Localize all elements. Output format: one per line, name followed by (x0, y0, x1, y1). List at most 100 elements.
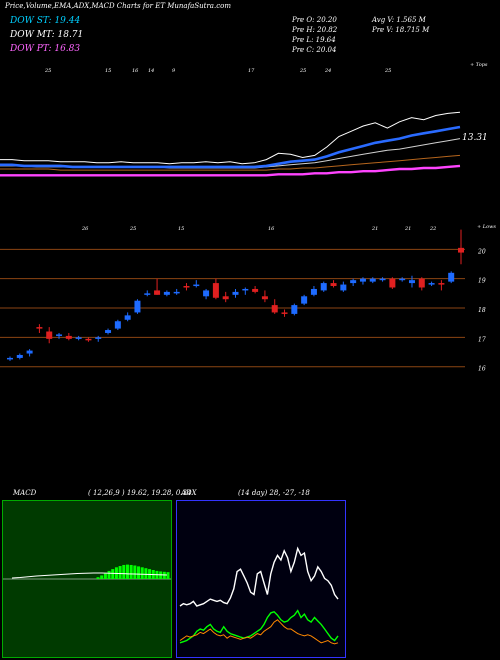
candle-body (458, 247, 464, 253)
prev-close: Pre C: 20.04 (292, 46, 337, 54)
price-lows-label: + Lows (477, 224, 496, 230)
adx-params: (14 day) 28, -27, -18 (238, 489, 310, 497)
candle-body (350, 280, 357, 284)
macd-histogram-bar (133, 565, 137, 579)
macd-histogram-bar (166, 572, 170, 579)
adx-background (176, 500, 346, 658)
candle-body (203, 290, 210, 297)
candle-body (310, 288, 317, 295)
candle-body (271, 305, 278, 313)
candle-body (261, 296, 268, 300)
candle-body (379, 278, 386, 281)
price-y-label: 18 (478, 307, 486, 314)
candle-body (330, 283, 337, 287)
candle-body (105, 330, 112, 333)
price-date-label: 21 (371, 226, 378, 232)
candle-body (114, 321, 121, 329)
price-date-label: 26 (81, 226, 89, 232)
candle-body (16, 354, 23, 358)
candle-body (369, 278, 376, 282)
price-y-label: 17 (478, 336, 486, 343)
price-y-label: 19 (478, 278, 486, 285)
macd-histogram-bar (103, 573, 107, 579)
candle-body (26, 350, 33, 354)
candle-body (301, 296, 308, 304)
macd-histogram-bar (118, 566, 122, 579)
candle-body (438, 283, 445, 285)
macd-histogram-bar (137, 566, 141, 579)
ema-date-label: 25 (44, 68, 51, 74)
candle-body (232, 291, 239, 295)
macd-panel (2, 500, 172, 658)
macd-histogram-bar (129, 564, 133, 579)
macd-histogram-bar (107, 570, 111, 579)
price-date-label: 16 (268, 226, 275, 232)
price-date-label: 21 (404, 226, 411, 232)
candle-body (252, 288, 259, 292)
macd-histogram-bar (144, 568, 148, 579)
candle-body (399, 278, 406, 281)
ema-series-ema-fast (0, 125, 461, 169)
ema-last-value: 13.31 (462, 133, 488, 143)
adx-label: ADX (181, 489, 197, 497)
candle-body (85, 338, 92, 341)
prev-open: Pre O: 20.20 (292, 16, 337, 24)
ema-date-label: 9 (172, 68, 176, 74)
adx-line (179, 546, 339, 607)
candle-body (124, 315, 131, 320)
candle-body (173, 291, 180, 294)
macd-histogram-bar (140, 567, 144, 579)
ema-date-label: 14 (148, 68, 154, 74)
candle-body (36, 327, 43, 329)
dow-st-label: DOW ST: 19.44 (10, 16, 81, 26)
candle-body (340, 284, 347, 291)
macd-signal-line (11, 572, 168, 579)
macd-histogram-bar (125, 564, 129, 579)
candle-body (95, 337, 102, 339)
candle-body (212, 283, 219, 298)
ema-series-ema-slow (0, 154, 461, 171)
candle-body (222, 296, 229, 300)
candle-body (154, 290, 161, 295)
price-y-label: 16 (478, 366, 486, 373)
candle-body (7, 357, 13, 360)
price-date-label: 15 (178, 226, 184, 232)
candle-body (428, 283, 435, 285)
prev-low: Pre L: 19.64 (292, 36, 336, 44)
candle-body (134, 300, 141, 313)
dow-pt-label: DOW PT: 16.83 (10, 44, 81, 54)
price-date-label: 25 (129, 226, 136, 232)
ema-tops-label: + Tops (470, 62, 488, 68)
candle-body (320, 283, 327, 291)
dow-mt-label: DOW MT: 18.71 (10, 30, 84, 40)
candle-body (291, 305, 298, 314)
candle-body (359, 278, 366, 282)
candle-body (389, 278, 396, 288)
candle-body (65, 335, 72, 339)
candle-body (183, 286, 190, 288)
candle-body (281, 312, 288, 314)
chart-title: Price,Volume,EMA,ADX,MACD Charts for ET … (5, 2, 231, 10)
candle-body (242, 288, 249, 291)
candle-body (408, 280, 415, 284)
ema-panel: + Tops 25 15 16 14 9 17 25 24 25 13.31 (0, 62, 488, 177)
prev-volume: Pre V: 18.715 M (372, 26, 430, 34)
ema-series-ema-mid (0, 138, 461, 169)
macd-histogram-bar (96, 577, 100, 579)
macd-label: MACD (13, 489, 37, 497)
ema-series-price (0, 111, 461, 165)
candle-body (75, 337, 82, 339)
candle-body (56, 334, 63, 336)
price-y-label: 20 (477, 248, 486, 255)
macd-params: ( 12,26,9 ) 19.62, 19.28, 0.34 (88, 489, 192, 497)
ema-date-label: 17 (248, 68, 255, 74)
macd-histogram-bar (122, 564, 126, 579)
candle-body (163, 291, 170, 295)
prev-high: Pre H: 20.82 (292, 26, 338, 34)
candle-body (46, 331, 53, 339)
ema-date-label: 25 (384, 68, 391, 74)
plus-di-line (179, 609, 339, 644)
avg-volume: Avg V: 1.565 M (372, 16, 426, 24)
macd-histogram-bar (100, 575, 104, 579)
adx-panel (176, 500, 346, 658)
